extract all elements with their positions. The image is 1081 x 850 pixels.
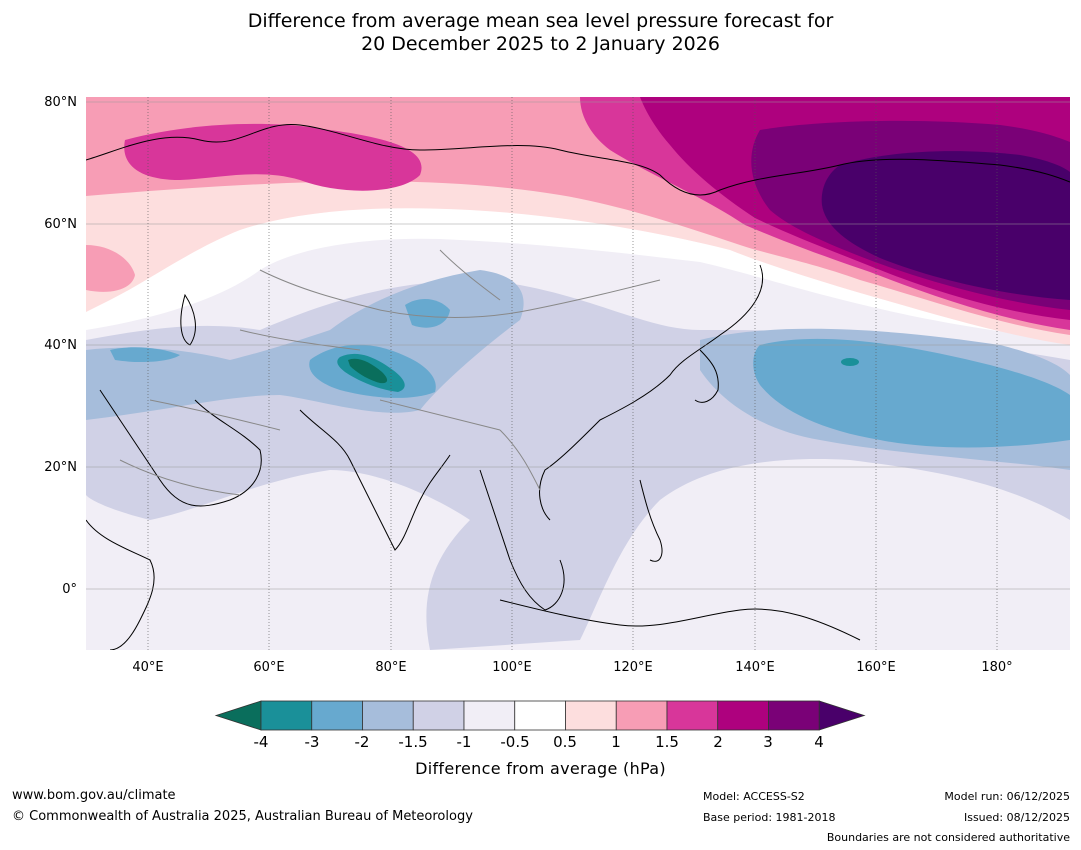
colorbar-tick: -1.5 — [398, 733, 428, 751]
coastline-arabia — [99, 389, 262, 507]
lon-label-160e: 160°E — [856, 660, 896, 675]
contour-positive-4 — [821, 151, 1070, 300]
lon-label-180: 180° — [981, 660, 1013, 675]
contour-negative-2-west — [110, 347, 180, 363]
lat-label-40n: 40°N — [44, 338, 77, 353]
lat-label-0: 0° — [62, 582, 77, 597]
colorbar-cell — [311, 700, 363, 731]
coastline-eurasia-north — [86, 123, 1070, 196]
lon-label-140e: 140°E — [735, 660, 775, 675]
issued-text: Issued: 08/12/2025 — [963, 811, 1070, 824]
colorbar-tick: -3 — [304, 733, 320, 751]
contour-positive-1-5-europe — [124, 123, 422, 191]
model-run-text: Model run: 06/12/2025 — [944, 790, 1070, 803]
contour-negative-2 — [753, 338, 1070, 448]
colorbar-tick: -0.5 — [500, 733, 530, 751]
grid — [86, 97, 1070, 650]
colorbar-cells — [214, 700, 866, 731]
colorbar-cell — [768, 700, 820, 731]
colorbar-tick: -2 — [354, 733, 370, 751]
colorbar-cell — [463, 700, 516, 731]
colorbar-tick: 0.5 — [553, 733, 577, 751]
lat-label-20n: 20°N — [44, 460, 77, 475]
title-line-2: 20 December 2025 to 2 January 2026 — [361, 33, 720, 55]
coastline-east-asia — [539, 264, 764, 521]
colorbar-tick: 1 — [611, 733, 621, 751]
colorbar-extend-low — [214, 700, 262, 731]
colorbar-cell — [666, 700, 719, 731]
lat-label-60n: 60°N — [44, 217, 77, 232]
title-line-1: Difference from average mean sea level p… — [247, 10, 834, 32]
colorbar-cell — [717, 700, 769, 731]
coastline-indonesia — [499, 599, 861, 641]
colorbar-cell — [260, 700, 313, 731]
coastline-japan — [694, 349, 719, 403]
colorbar-extend-high — [818, 700, 866, 731]
website-link[interactable]: www.bom.gov.au/climate — [12, 788, 176, 803]
colorbar-tick: -4 — [253, 733, 269, 751]
coastline-indochina — [479, 469, 565, 611]
colorbar-tick: 3 — [763, 733, 773, 751]
base-period-text: Base period: 1981-2018 — [703, 811, 836, 824]
anomaly-map — [86, 97, 1070, 650]
colorbar-cell — [565, 700, 617, 731]
colorbar — [214, 700, 866, 731]
contour-negative-2-mongolia — [405, 298, 450, 328]
model-text: Model: ACCESS-S2 — [703, 790, 805, 803]
contour-positive-1-west — [86, 245, 135, 292]
lon-label-60e: 60°E — [253, 660, 285, 675]
coastline-philippines — [639, 479, 663, 562]
colorbar-cell — [615, 700, 668, 731]
colorbar-cell — [412, 700, 465, 731]
chart-title: Difference from average mean sea level p… — [0, 10, 1081, 56]
colorbar-cell — [362, 700, 414, 731]
lon-label-100e: 100°E — [492, 660, 532, 675]
colorbar-tick: 1.5 — [655, 733, 679, 751]
lon-label-40e: 40°E — [132, 660, 164, 675]
colorbar-tick: 4 — [814, 733, 824, 751]
colorbar-label: Difference from average (hPa) — [415, 759, 666, 778]
lon-label-120e: 120°E — [613, 660, 653, 675]
disclaimer-text: Boundaries are not considered authoritat… — [826, 831, 1070, 844]
colorbar-cell — [514, 700, 566, 731]
colorbar-tick: 2 — [713, 733, 723, 751]
border-lines — [119, 249, 661, 496]
lon-label-80e: 80°E — [375, 660, 407, 675]
contour-negative-3-pacific — [841, 358, 859, 366]
coastlines — [86, 123, 1070, 650]
contour-negative-4 — [348, 358, 388, 384]
colorbar-tick: -1 — [456, 733, 472, 751]
lat-label-80n: 80°N — [44, 95, 77, 110]
copyright-text: © Commonwealth of Australia 2025, Austra… — [12, 809, 473, 824]
coastline-africa — [86, 519, 155, 650]
anomaly-contours — [86, 97, 1070, 650]
